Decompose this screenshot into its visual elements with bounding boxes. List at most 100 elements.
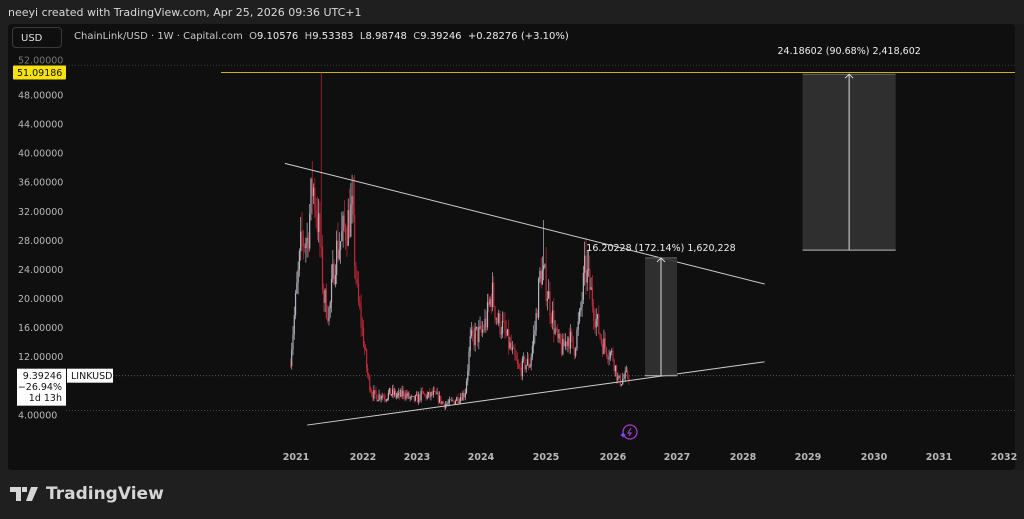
candle-body — [372, 395, 374, 399]
measure-label: 24.18602 (90.68%) 2,418,602 — [777, 46, 920, 57]
candle-body — [558, 333, 560, 339]
icon-ring — [622, 424, 638, 440]
right-scrollbar[interactable] — [1015, 24, 1024, 470]
candle-body — [291, 349, 293, 367]
candle-body — [581, 299, 583, 308]
candle-body — [457, 397, 459, 403]
lightning-sparkle-icon[interactable] — [620, 424, 638, 440]
candle-body — [496, 318, 499, 324]
candle-body — [480, 326, 482, 333]
candle-body — [366, 349, 368, 369]
candle-body — [510, 342, 512, 350]
candle-body — [355, 265, 357, 280]
candle-body — [440, 395, 442, 404]
candle-body — [412, 396, 414, 397]
candle-body — [478, 327, 480, 343]
candle-body — [430, 392, 432, 397]
candle-body — [368, 375, 370, 377]
time-tick-label: 2028 — [730, 452, 757, 463]
candle-body — [305, 243, 307, 248]
candle-body — [303, 246, 306, 248]
symbol-legend: ChainLink/USD · 1W · Capital.com O9.1057… — [74, 31, 569, 42]
measure-arrowhead — [656, 257, 666, 263]
candle-body — [486, 301, 489, 328]
close-label: C — [413, 31, 421, 42]
time-tick-label: 2022 — [350, 452, 376, 463]
candle-body — [595, 318, 597, 328]
candle-body — [337, 240, 339, 259]
candle-body — [310, 178, 312, 214]
high-price-marker — [13, 65, 66, 80]
candle-body — [449, 399, 452, 401]
candle-body — [398, 392, 400, 395]
candle-body — [600, 337, 602, 344]
candle-body — [619, 375, 621, 386]
candle-body — [321, 246, 324, 290]
candle-body — [448, 399, 450, 403]
candle-body — [503, 320, 505, 322]
candle-body — [533, 335, 535, 347]
candle-body — [380, 397, 382, 399]
candle-body — [514, 348, 516, 357]
candle-body — [438, 395, 441, 403]
candle-body — [546, 298, 548, 301]
candle-body — [500, 333, 502, 335]
candle-body — [549, 291, 551, 317]
candle-body — [528, 359, 530, 368]
candle-body — [409, 397, 411, 399]
candle-body — [414, 395, 416, 401]
candle-body — [410, 396, 412, 398]
candle-body — [553, 310, 555, 334]
candle-body — [350, 204, 352, 237]
candle-body — [422, 391, 425, 394]
candle-body — [614, 365, 616, 372]
icon-bolt — [626, 427, 633, 437]
candle-body — [320, 246, 322, 248]
candle-body — [302, 236, 304, 247]
candle-body — [363, 346, 366, 349]
candle-body — [571, 331, 573, 337]
candle-body — [490, 298, 492, 307]
candle-body — [435, 391, 437, 395]
candle-body — [367, 368, 369, 376]
candle-body — [371, 391, 373, 396]
candle-body — [481, 329, 484, 333]
time-tick-label: 2023 — [404, 452, 430, 463]
candle-body — [538, 279, 540, 318]
candle-body — [609, 352, 611, 358]
candle-body — [562, 338, 564, 355]
candle-body — [384, 398, 386, 401]
candle-body — [369, 376, 371, 391]
candle-body — [590, 287, 592, 290]
candle-body — [404, 396, 406, 399]
candle-body — [347, 210, 349, 246]
candle-body — [396, 395, 398, 397]
candle-body — [392, 389, 395, 395]
candle-body — [462, 392, 464, 401]
candle-body — [393, 391, 396, 395]
candle-body — [341, 231, 343, 242]
candle-body — [623, 378, 625, 380]
candle-body — [612, 351, 614, 361]
symbol-marker — [67, 368, 113, 383]
candle-body — [312, 187, 315, 197]
candle-body — [323, 289, 325, 303]
candle-body — [508, 329, 510, 349]
candle-body — [580, 307, 582, 311]
candle-body — [599, 333, 601, 338]
candle-body — [598, 314, 600, 334]
candle-body — [489, 298, 491, 305]
candle-body — [603, 338, 605, 355]
candle-body — [377, 400, 379, 402]
currency-button[interactable]: USD — [12, 27, 62, 48]
candle-body — [296, 282, 298, 294]
candle-body — [375, 390, 377, 396]
candle-body — [573, 348, 575, 356]
candle-body — [613, 360, 615, 372]
candle-body — [345, 227, 347, 241]
price-tick-label: 44.00000 — [18, 120, 63, 131]
candle-body — [463, 392, 465, 398]
candle-body — [616, 365, 618, 381]
candle-body — [390, 394, 393, 396]
